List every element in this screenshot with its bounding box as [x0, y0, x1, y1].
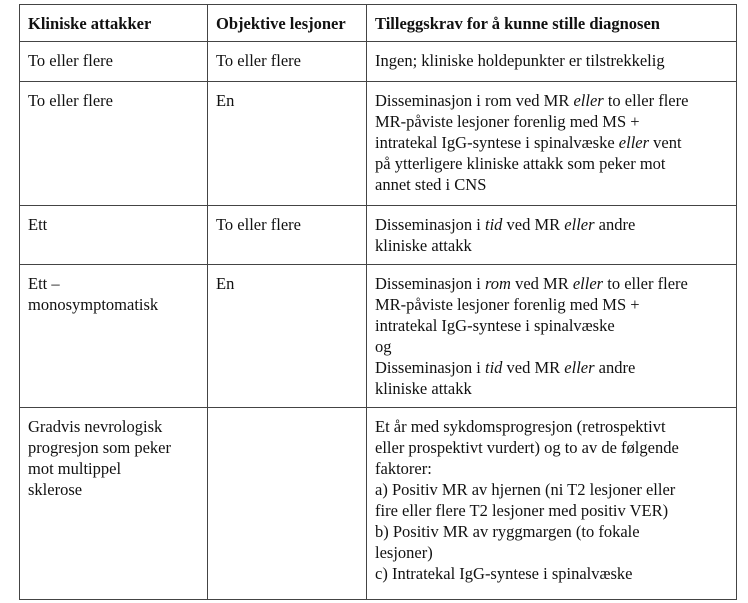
text-segment: lesjoner)	[375, 543, 433, 562]
cell-text-line: a) Positiv MR av hjernen (ni T2 lesjoner…	[375, 479, 728, 500]
italic-text: rom	[485, 274, 511, 293]
text-segment: Disseminasjon i rom ved MR	[375, 91, 574, 110]
italic-text: tid	[485, 358, 503, 377]
text-segment: ved MR	[502, 358, 565, 377]
cell-clinical-attacks: Ett – monosymptomatisk	[19, 264, 208, 408]
cell-text-line: Ett –	[28, 274, 60, 293]
cell-additional-requirements: Ingen; kliniske holdepunkter er tilstrek…	[366, 41, 737, 82]
cell-objective-lesions: En	[207, 81, 367, 206]
text-segment: andre	[594, 215, 636, 234]
text-segment: MR-påviste lesjoner forenlig med MS +	[375, 295, 640, 314]
cell-text-line: Ett	[28, 215, 48, 234]
text-segment: ved MR	[510, 274, 573, 293]
cell-text-line: faktorer:	[375, 458, 728, 479]
cell-text-line: på ytterligere kliniske attakk som peker…	[375, 153, 728, 174]
text-segment: to eller flere	[603, 91, 689, 110]
text-segment: og	[375, 337, 392, 356]
table-row: Ett – monosymptomatisk En Disseminasjon i r…	[19, 264, 737, 408]
italic-text: eller	[572, 274, 604, 293]
cell-additional-requirements: Disseminasjon i rom ved MR eller to elle…	[366, 81, 737, 206]
table-row: Gradvis nevrologisk progresjon som peker m…	[19, 407, 737, 600]
cell-text-line: Disseminasjon i rom ved MR eller to elle…	[375, 90, 728, 111]
cell-clinical-attacks: To eller flere	[19, 41, 208, 82]
cell-text-line: MR-påviste lesjoner forenlig med MS +	[375, 294, 728, 315]
text-segment: intratekal IgG-syntese i spinalvæske	[375, 316, 615, 335]
cell-text-line: Disseminasjon i tid ved MR eller andre	[375, 357, 728, 378]
cell-text-line: mot multippel	[28, 459, 122, 478]
cell-text-line: sklerose	[28, 480, 83, 499]
cell-objective-lesions	[207, 407, 367, 600]
table-row: To eller flere To eller flere Ingen; klini…	[19, 41, 737, 82]
cell-additional-requirements: Disseminasjon i tid ved MR eller andre kl…	[366, 205, 737, 265]
text-segment: Et år med sykdomsprogresjon (retrospekti…	[375, 417, 666, 436]
italic-text: eller	[573, 91, 604, 110]
cell-text-line: To eller flere	[28, 51, 113, 70]
text-segment: andre	[594, 358, 636, 377]
header-additional-requirements: Tilleggskrav for å kunne stille diagnose…	[366, 4, 737, 42]
cell-text-line: og	[375, 336, 728, 357]
text-segment: Disseminasjon i	[375, 274, 485, 293]
text-segment: kliniske attakk	[375, 379, 472, 398]
text-segment: intratekal IgG-syntese i spinalvæske	[375, 133, 619, 152]
cell-text-line: lesjoner)	[375, 542, 728, 563]
text-segment: Disseminasjon i	[375, 215, 485, 234]
cell-text-line: Disseminasjon i rom ved MR eller to elle…	[375, 273, 728, 294]
cell-objective-lesions: To eller flere	[207, 41, 367, 82]
text-segment: Disseminasjon i	[375, 358, 485, 377]
table-row: To eller flere En Disseminasjon i rom ved …	[19, 81, 737, 206]
cell-text-line: MR-påviste lesjoner forenlig med MS +	[375, 111, 728, 132]
cell-additional-requirements: Et år med sykdomsprogresjon (retrospekti…	[366, 407, 737, 600]
cell-text-line: kliniske attakk	[375, 378, 728, 399]
cell-text-line: annet sted i CNS	[375, 174, 728, 195]
text-segment: på ytterligere kliniske attakk som peker…	[375, 154, 666, 173]
diagnosis-criteria-table: Kliniske attakker Objektive lesjoner Til…	[19, 4, 737, 600]
italic-text: eller	[564, 358, 595, 377]
cell-text-line: monosymptomatisk	[28, 295, 159, 314]
cell-objective-lesions: En	[207, 264, 367, 408]
text-segment: fire eller flere T2 lesjoner med positiv…	[375, 501, 669, 520]
text-segment: vent	[649, 133, 682, 152]
cell-text-line: c) Intratekal IgG-syntese i spinalvæske	[375, 563, 728, 584]
cell-clinical-attacks: To eller flere	[19, 81, 208, 206]
cell-text-line: Ingen; kliniske holdepunkter er tilstrek…	[375, 50, 728, 71]
cell-text-line: To eller flere	[28, 91, 113, 110]
cell-clinical-attacks: Ett	[19, 205, 208, 265]
cell-objective-lesions: To eller flere	[207, 205, 367, 265]
text-segment: ved MR	[502, 215, 565, 234]
cell-additional-requirements: Disseminasjon i rom ved MR eller to elle…	[366, 264, 737, 408]
cell-text-line: b) Positiv MR av ryggmargen (to fokale	[375, 521, 728, 542]
text-segment: eller prospektivt vurdert) og to av de f…	[375, 438, 679, 457]
cell-text-line: intratekal IgG-syntese i spinalvæske	[375, 315, 728, 336]
cell-text-line: eller prospektivt vurdert) og to av de f…	[375, 437, 728, 458]
cell-text-line: kliniske attakk	[375, 235, 728, 256]
cell-text-line: progresjon som peker	[28, 438, 171, 457]
text-segment: to eller flere	[603, 274, 688, 293]
text-segment: a) Positiv MR av hjernen (ni T2 lesjoner…	[375, 480, 676, 499]
cell-text-line: intratekal IgG-syntese i spinalvæske ell…	[375, 132, 728, 153]
italic-text: eller	[618, 133, 650, 152]
text-segment: b) Positiv MR av ryggmargen (to fokale	[375, 522, 640, 541]
italic-text: tid	[485, 215, 503, 234]
text-segment: faktorer:	[375, 459, 432, 478]
cell-clinical-attacks: Gradvis nevrologisk progresjon som peker m…	[19, 407, 208, 600]
text-segment: MR-påviste lesjoner forenlig med MS +	[375, 112, 640, 131]
text-segment: annet sted i CNS	[375, 175, 487, 194]
header-clinical-attacks: Kliniske attakker	[19, 4, 208, 42]
text-segment: Ingen; kliniske holdepunkter er tilstrek…	[375, 51, 665, 70]
cell-text-line: Et år med sykdomsprogresjon (retrospekti…	[375, 416, 728, 437]
cell-text-line: Gradvis nevrologisk	[28, 417, 163, 436]
text-segment: kliniske attakk	[375, 236, 472, 255]
cell-text-line: Disseminasjon i tid ved MR eller andre	[375, 214, 728, 235]
table-row: Ett To eller flere Disseminasjon i tid ved…	[19, 205, 737, 265]
header-objective-lesions: Objektive lesjoner	[207, 4, 367, 42]
header-row: Kliniske attakker Objektive lesjoner Til…	[19, 4, 737, 42]
italic-text: eller	[564, 215, 595, 234]
text-segment: c) Intratekal IgG-syntese i spinalvæske	[375, 564, 633, 583]
cell-text-line: fire eller flere T2 lesjoner med positiv…	[375, 500, 728, 521]
